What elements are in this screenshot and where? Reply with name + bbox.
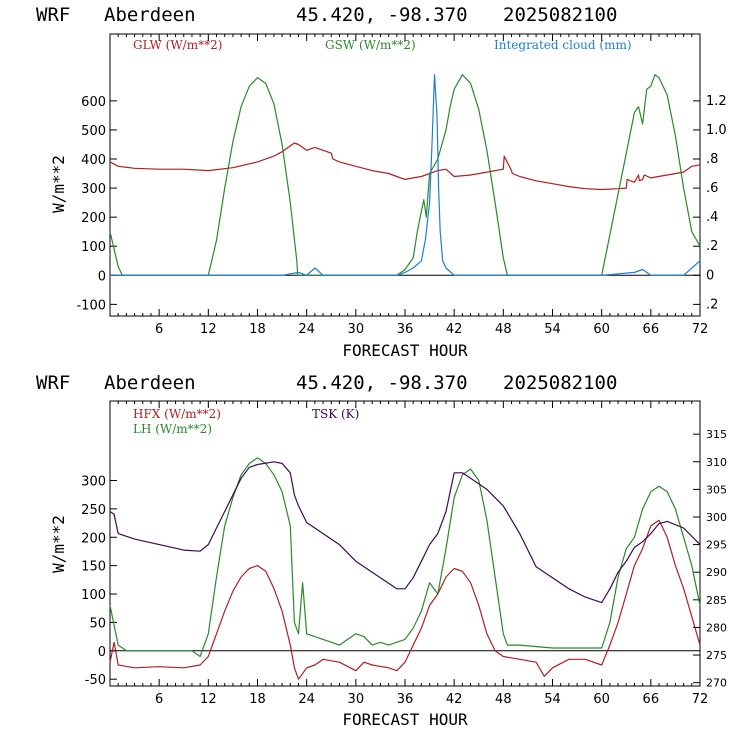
x-tick-label: 36 (397, 692, 414, 707)
x-tick-label: 60 (593, 322, 610, 337)
y2-tick-label: 295 (706, 539, 727, 552)
x-tick-label: 18 (249, 692, 266, 707)
panel-2-init: 2025082100 (503, 372, 617, 394)
x-tick-label: 42 (446, 322, 463, 337)
x-tick-label: 24 (298, 692, 315, 707)
y-tick-label: 400 (81, 153, 106, 168)
x-tick-label: 6 (155, 322, 163, 337)
y2-tick-label: .2 (706, 297, 718, 312)
x-tick-label: 12 (200, 322, 217, 337)
panel-1-plot-area: 6 12 18 24 30 36 42 48 54 60 66 72 -100 0 100 200 300 400… (76, 33, 727, 337)
y-tick-label: 0 (98, 645, 106, 660)
y-tick-label: 300 (81, 182, 106, 197)
x-tick-label: 24 (298, 322, 315, 337)
y-tick-label: 200 (81, 531, 106, 546)
y2-tick-label: 290 (706, 566, 727, 579)
x-tick-label: 18 (249, 322, 266, 337)
panel-1: WRF Aberdeen 45.420, -98.370 2025082100 … (36, 4, 727, 360)
series-line-gsw (109, 74, 701, 276)
panel-1-legend-gsw: GSW (W/m**2) (325, 38, 416, 52)
y-tick-label: 200 (81, 211, 106, 226)
y2-tick-label: 285 (706, 594, 727, 607)
y2-tick-label: .2 (706, 239, 718, 254)
y2-tick-label: 300 (706, 511, 727, 524)
y2-tick-label: 1.0 (706, 123, 727, 138)
series-line-integrated (110, 74, 701, 276)
y-tick-label: 100 (81, 588, 106, 603)
panel-2-station: Aberdeen (104, 372, 196, 394)
panel-1-xlabel: FORECAST HOUR (342, 341, 468, 360)
panel-1-model: WRF (36, 4, 70, 26)
y-tick-label: 100 (81, 240, 106, 255)
y2-tick-label: .8 (706, 152, 718, 167)
panel-2-model: WRF (36, 372, 70, 394)
y-tick-label: 0 (98, 269, 106, 284)
plot-frame (109, 33, 701, 317)
x-tick-label: 72 (692, 692, 709, 707)
y-tick-label: 150 (81, 560, 106, 575)
series-line-tsk (109, 461, 701, 604)
y2-tick-label: 280 (706, 621, 727, 634)
panel-2-legend-tsk: TSK (K) (312, 407, 359, 421)
y-tick-label: 500 (81, 124, 106, 139)
panel-1-legend-cloud: Integrated cloud (mm) (494, 38, 632, 52)
series-line-glw (109, 142, 701, 191)
y2-tick-label: 1.2 (706, 94, 727, 109)
y-tick-label: -50 (85, 673, 106, 688)
panel-2-legend-hfx: HFX (W/m**2) (133, 407, 221, 421)
panel-2-plot-area: 6 12 18 24 30 36 42 48 54 60 66 72 -50 0 50 100 150 200 25… (81, 400, 727, 707)
y2-tick-label: 310 (706, 456, 727, 469)
x-tick-label: 60 (593, 692, 610, 707)
x-tick-label: 12 (200, 692, 217, 707)
y-tick-label: 250 (81, 503, 106, 518)
y2-tick-label: 275 (706, 649, 727, 662)
x-tick-label: 54 (544, 692, 561, 707)
x-tick-label: 72 (692, 322, 709, 337)
plot-frame (109, 400, 701, 687)
panel-1-ylabel: W/m**2 (49, 155, 68, 213)
y2-tick-label: 315 (706, 428, 727, 441)
x-tick-label: 66 (643, 322, 660, 337)
x-tick-label: 48 (495, 322, 512, 337)
panel-1-station: Aberdeen (104, 4, 196, 26)
y-tick-label: 600 (81, 95, 106, 110)
x-tick-label: 30 (348, 692, 365, 707)
y2-tick-label: .4 (706, 210, 718, 225)
y2-tick-label: 305 (706, 483, 727, 496)
x-tick-label: 42 (446, 692, 463, 707)
y-tick-label: 50 (89, 616, 106, 631)
y2-tick-label: 270 (706, 677, 727, 690)
x-tick-label: 54 (544, 322, 561, 337)
x-tick-label: 6 (155, 692, 163, 707)
panel-2-legend-lh: LH (W/m**2) (133, 422, 212, 436)
panel-2-ylabel: W/m**2 (49, 515, 68, 573)
x-tick-label: 36 (397, 322, 414, 337)
panel-2-xlabel: FORECAST HOUR (342, 710, 468, 729)
panel-2-coords: 45.420, -98.370 (296, 372, 468, 394)
series-line-lh (109, 457, 701, 658)
x-tick-label: 48 (495, 692, 512, 707)
y-tick-label: 300 (81, 474, 106, 489)
panel-1-init: 2025082100 (503, 4, 617, 26)
y2-tick-label: 0 (706, 268, 714, 283)
x-tick-label: 30 (348, 322, 365, 337)
y-tick-label: -100 (76, 298, 106, 313)
x-tick-label: 66 (643, 692, 660, 707)
panel-1-coords: 45.420, -98.370 (296, 4, 468, 26)
y2-tick-label: .6 (706, 181, 718, 196)
panel-2: WRF Aberdeen 45.420, -98.370 2025082100 … (36, 372, 727, 729)
panel-1-legend-glw: GLW (W/m**2) (133, 38, 222, 52)
series-line-hfx (109, 519, 701, 680)
